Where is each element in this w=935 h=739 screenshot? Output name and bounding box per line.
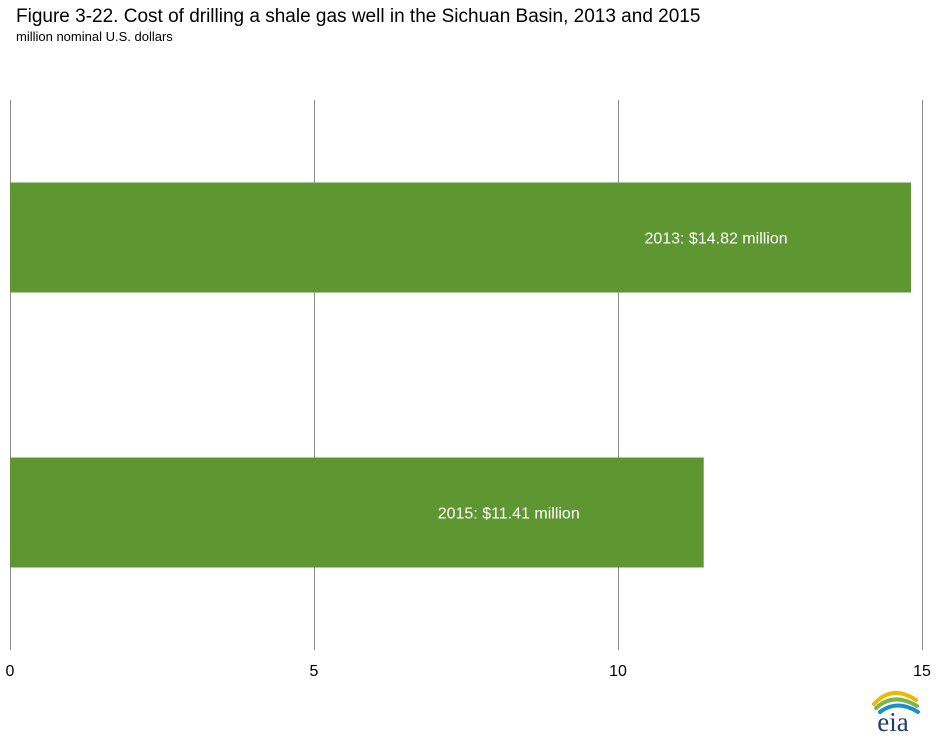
chart-title: Figure 3-22. Cost of drilling a shale ga… (16, 6, 701, 27)
eia-logo: eia (862, 686, 924, 739)
bar-2015 (10, 457, 704, 568)
bar-2013 (10, 182, 912, 293)
data-label-2013: 2013: $14.82 million (644, 231, 787, 248)
x-tick-label-0: 0 (6, 663, 15, 680)
data-label-2015: 2015: $11.41 million (438, 506, 580, 523)
x-tick-label-10: 10 (609, 663, 627, 680)
chart-subtitle: million nominal U.S. dollars (16, 29, 173, 44)
eia-logo-text: eia (877, 707, 908, 734)
x-tick-label-5: 5 (310, 663, 319, 680)
eia-logo-icon: eia (872, 691, 920, 737)
x-tick-label-15: 15 (913, 663, 931, 680)
